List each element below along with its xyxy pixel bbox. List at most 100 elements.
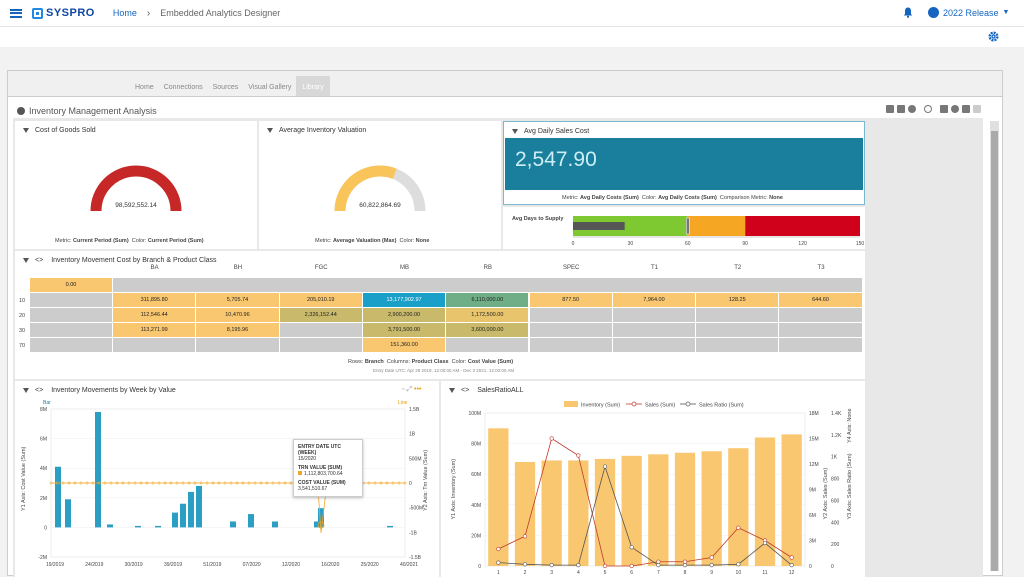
bar [107,524,113,528]
breadcrumb-home[interactable]: Home [112,8,137,18]
heatmap-cell[interactable]: 3,791,500.00 [362,323,447,338]
save-icon[interactable] [973,105,981,113]
heatmap-cell[interactable]: 311,895.80 [113,293,197,308]
heatmap-cell[interactable] [30,308,113,323]
filter-icon[interactable] [23,388,29,393]
filter-icon[interactable] [267,128,273,133]
gear-icon[interactable] [988,31,999,42]
tab-library[interactable]: Library [296,76,330,96]
line-point [289,481,293,485]
tab-visual-gallery[interactable]: Visual Gallery [248,84,292,91]
heatmap-cell[interactable] [113,278,863,293]
bell-icon[interactable] [903,7,913,18]
legend-line: Line [398,400,408,406]
heatmap-cell[interactable]: 2,326,152.44 [279,308,363,323]
heatmap-cell[interactable] [279,338,363,353]
heatmap-cell[interactable]: 1,172,500.00 [446,308,530,323]
line-point [629,545,634,550]
heatmap-cell[interactable]: 205,010.19 [279,293,363,308]
add-icon[interactable] [951,105,959,113]
x-tick: 51/2019 [203,562,221,568]
tab-connections[interactable]: Connections [163,84,203,91]
heatmap-cell[interactable] [30,293,113,308]
heatmap-cell[interactable]: 0.00 [30,278,113,293]
hamburger-menu-icon[interactable] [10,8,22,18]
dashboard-title: Inventory Management Analysis [29,106,157,116]
heatmap-cell[interactable] [612,308,697,323]
tab-home[interactable]: Home [135,84,154,91]
collapse-icon[interactable] [17,107,25,115]
week-chart-card[interactable]: <> Inventory Movements by Week by Value ▫… [15,381,439,577]
vertical-scrollbar[interactable] [990,121,999,571]
heatmap-cell[interactable]: 2,900,200.00 [362,308,447,323]
tab-sources[interactable]: Sources [212,84,239,91]
heatmap-cell[interactable]: 8,195.96 [196,323,280,338]
heatmap-cell[interactable]: 6,110,000.00 [446,293,530,308]
heatmap-cell[interactable] [529,338,613,353]
gauge-chart: 98,592,552.14 [90,165,182,212]
heatmap-cell[interactable] [529,323,613,338]
heatmap-cell[interactable] [612,338,697,353]
filter-icon[interactable] [449,388,455,393]
heatmap-cell[interactable] [279,323,363,338]
bullet-card[interactable]: Avg Days to Supply 0 30 60 90 120 150 [503,207,865,249]
gauge-card-cogs[interactable]: Cost of Goods Sold 98,592,552.14 Metric:… [15,121,257,249]
line-point-highlight [317,521,325,529]
heatmap-cell[interactable]: 113,271.99 [113,323,197,338]
logo[interactable]: SYSPRO [32,7,95,19]
heatmap-cell[interactable] [779,308,863,323]
line-point [139,481,143,485]
heatmap-cell[interactable] [779,338,863,353]
filter-icon[interactable] [23,258,29,263]
download-icon[interactable] [908,105,916,113]
heatmap-cell[interactable] [779,323,863,338]
expand-icon[interactable]: <> [35,257,44,264]
heatmap-cell[interactable]: 128.25 [696,293,780,308]
heatmap-cell[interactable]: 151,360.00 [362,338,447,353]
heatmap-cell[interactable] [696,338,780,353]
layout-icon[interactable] [886,105,894,113]
save-as-icon[interactable] [962,105,970,113]
line-point [175,481,179,485]
refresh-icon[interactable] [924,105,932,113]
heatmap-cell[interactable]: 10,470.96 [196,308,280,323]
heatmap-card[interactable]: <> Inventory Movement Cost by Branch & Pr… [15,251,865,379]
bar [594,458,616,566]
heatmap-cell[interactable] [30,323,113,338]
heatmap-cell[interactable]: 7,964.00 [612,293,697,308]
fullscreen-icon[interactable]: ⤢ [406,386,413,393]
heatmap-cell[interactable] [696,323,780,338]
gauge-card-avg-inventory[interactable]: Average Inventory Valuation 60,822,864.6… [259,121,501,249]
heatmap-cell[interactable]: 5,705.74 [196,293,280,308]
release-selector[interactable]: 2022 Release ▼ [928,7,1009,18]
line-point [67,481,71,485]
sales-ratio-card[interactable]: <> SalesRatioALL Inventory (Sum) Sales (Su… [441,381,865,577]
filter-icon[interactable] [23,128,29,133]
heatmap-cell[interactable]: 3,600,000.00 [446,323,530,338]
heatmap-cell[interactable] [196,338,280,353]
link-icon[interactable] [897,105,905,113]
heatmap-cell[interactable]: 13,177,902.97 [362,293,447,308]
kpi-card[interactable]: Avg Daily Sales Cost 2,547.90 Metric: Av… [503,121,865,205]
line-point [265,481,269,485]
heatmap-cell[interactable]: 112,546.44 [113,308,197,323]
heatmap-cell[interactable] [446,338,530,353]
heatmap-cell[interactable]: 877.50 [529,293,613,308]
bar [728,448,749,566]
filter-icon[interactable] [512,129,518,134]
heatmap-cell[interactable] [612,323,697,338]
line-point [247,481,251,485]
expand-icon[interactable]: <> [35,387,44,394]
scrollbar-thumb[interactable] [991,131,998,571]
heatmap-cell[interactable] [30,338,113,353]
more-icon[interactable]: ••• [414,386,422,393]
heatmap-cell[interactable] [113,338,197,353]
expand-icon[interactable]: <> [461,387,470,394]
y2-tick: -1.5B [409,555,422,561]
heatmap-cell[interactable] [696,308,780,323]
delete-icon[interactable] [940,105,948,113]
heatmap-cell[interactable]: 644.60 [779,293,863,308]
save-icon[interactable]: ▫ [402,386,405,393]
x-tick: 11 [762,570,767,576]
heatmap-cell[interactable] [529,308,613,323]
